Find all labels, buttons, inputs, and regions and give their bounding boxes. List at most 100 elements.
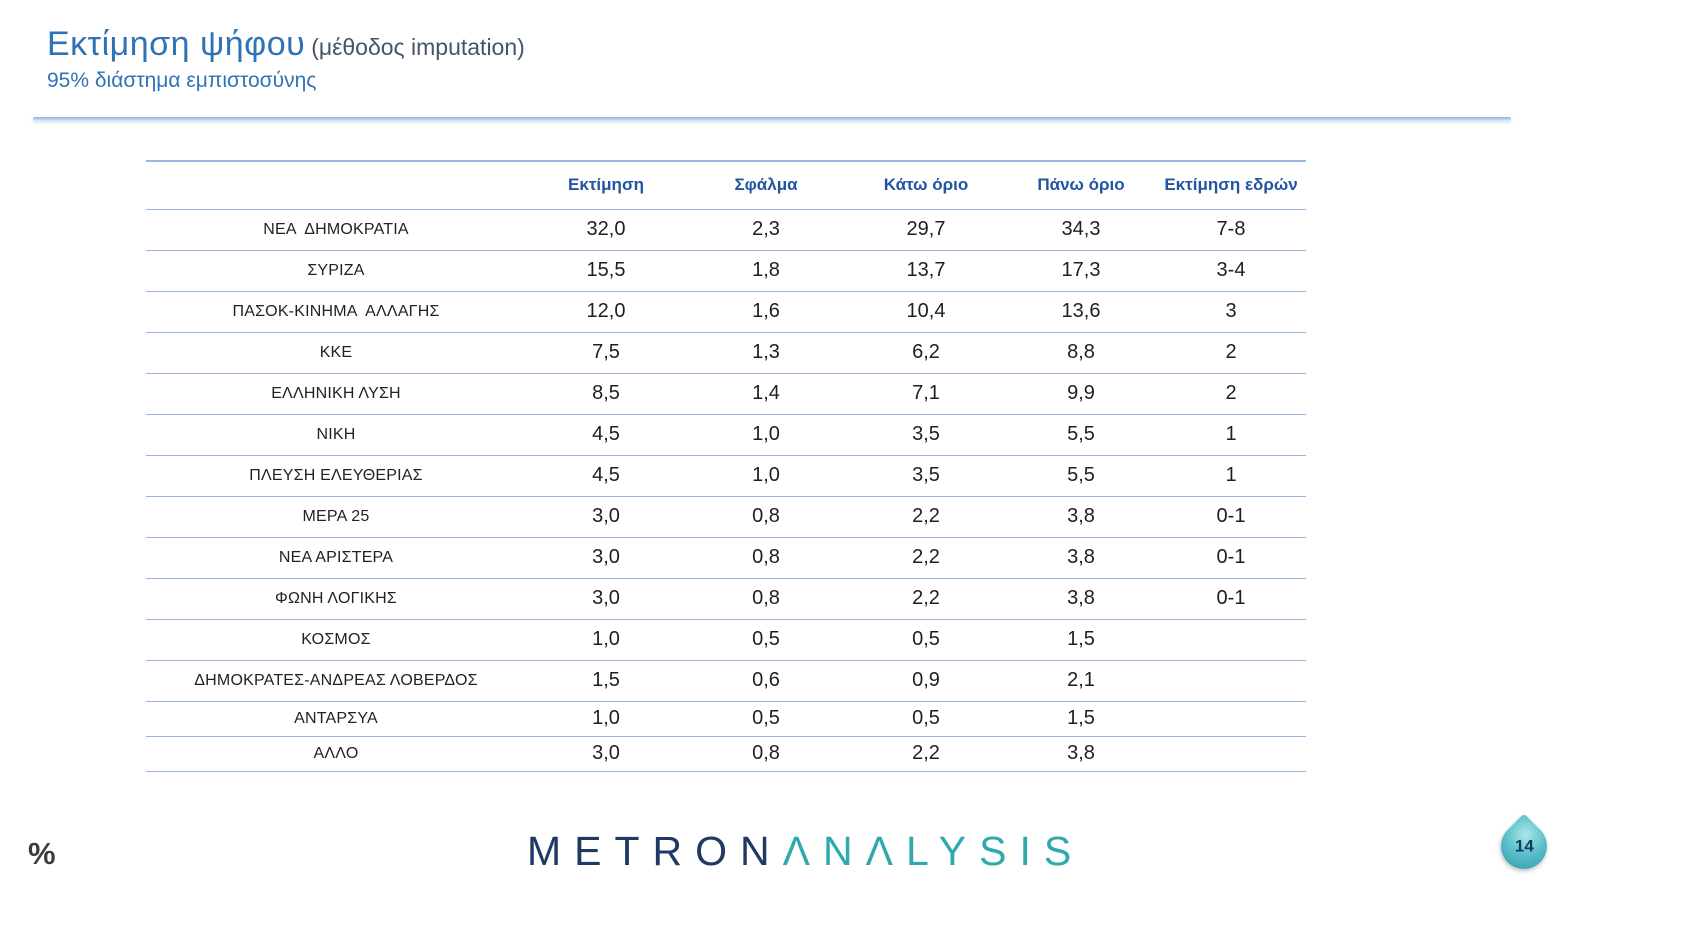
header-estimate: Εκτίμηση bbox=[526, 160, 686, 210]
value-cell: 1,0 bbox=[526, 701, 686, 737]
value-cell: 3,0 bbox=[526, 537, 686, 579]
value-cell: 12,0 bbox=[526, 291, 686, 333]
page-number: 14 bbox=[1514, 835, 1534, 855]
party-name: ΠΑΣΟΚ-ΚΙΝΗΜΑ ΑΛΛΑΓΗΣ bbox=[146, 291, 526, 333]
value-cell: 3,8 bbox=[1006, 736, 1156, 772]
value-cell: 7,5 bbox=[526, 332, 686, 374]
table-row: ΑΝΤΑΡΣΥΑ 1,0 0,5 0,5 1,5 bbox=[146, 701, 1306, 737]
party-name: ΚΟΣΜΟΣ bbox=[146, 619, 526, 661]
value-cell: 1 bbox=[1156, 414, 1306, 456]
party-name: ΜΕΡΑ 25 bbox=[146, 496, 526, 538]
value-cell: 1,3 bbox=[686, 332, 846, 374]
value-cell: 5,5 bbox=[1006, 414, 1156, 456]
party-name: ΦΩΝΗ ΛΟΓΙΚΗΣ bbox=[146, 578, 526, 620]
header-lower-bound: Κάτω όριο bbox=[846, 160, 1006, 210]
title-text: Εκτίμηση ψήφου bbox=[47, 25, 306, 63]
value-cell: 0,8 bbox=[686, 578, 846, 620]
value-cell: 0,6 bbox=[686, 660, 846, 702]
value-cell: 0-1 bbox=[1156, 578, 1306, 620]
value-cell: 0,8 bbox=[686, 496, 846, 538]
value-cell: 0,5 bbox=[686, 619, 846, 661]
party-name: ΑΛΛΟ bbox=[146, 736, 526, 772]
subtitle: 95% διάστημα εμπιστοσύνης bbox=[47, 69, 317, 93]
value-cell: 3,0 bbox=[526, 736, 686, 772]
table-row: ΝΕΑ ΔΗΜΟΚΡΑΤΙΑ 32,0 2,3 29,7 34,3 7-8 bbox=[146, 209, 1306, 251]
value-cell bbox=[1156, 660, 1306, 702]
value-cell: 4,5 bbox=[526, 414, 686, 456]
party-name: ΣΥΡΙΖΑ bbox=[146, 250, 526, 292]
value-cell: 2,2 bbox=[846, 578, 1006, 620]
value-cell: 13,7 bbox=[846, 250, 1006, 292]
table-row: ΚΚΕ 7,5 1,3 6,2 8,8 2 bbox=[146, 332, 1306, 374]
party-name: ΑΝΤΑΡΣΥΑ bbox=[146, 701, 526, 737]
slide-header: Εκτίμηση ψήφου (μέθοδος imputation) 95% δ… bbox=[47, 25, 525, 93]
metron-analysis-logo: METRONΛΝΛLYSIS bbox=[527, 828, 1084, 875]
value-cell: 3,5 bbox=[846, 414, 1006, 456]
header-party bbox=[146, 160, 526, 210]
value-cell: 29,7 bbox=[846, 209, 1006, 251]
value-cell: 1,6 bbox=[686, 291, 846, 333]
value-cell: 0,8 bbox=[686, 537, 846, 579]
table-row: ΚΟΣΜΟΣ 1,0 0,5 0,5 1,5 bbox=[146, 619, 1306, 661]
value-cell: 5,5 bbox=[1006, 455, 1156, 497]
divider-line bbox=[33, 117, 1511, 120]
value-cell: 15,5 bbox=[526, 250, 686, 292]
value-cell: 1,4 bbox=[686, 373, 846, 415]
value-cell: 2,3 bbox=[686, 209, 846, 251]
value-cell: 1 bbox=[1156, 455, 1306, 497]
value-cell: 2 bbox=[1156, 373, 1306, 415]
table-row: ΜΕΡΑ 25 3,0 0,8 2,2 3,8 0-1 bbox=[146, 496, 1306, 538]
value-cell: 0-1 bbox=[1156, 537, 1306, 579]
value-cell: 3,8 bbox=[1006, 578, 1156, 620]
party-name: ΔΗΜΟΚΡΑΤΕΣ-ΑΝΔΡΕΑΣ ΛΟΒΕΡΔΟΣ bbox=[146, 660, 526, 702]
title-method-note: (μέθοδος imputation) bbox=[311, 34, 525, 60]
value-cell: 2,2 bbox=[846, 496, 1006, 538]
value-cell: 2,1 bbox=[1006, 660, 1156, 702]
value-cell: 3,5 bbox=[846, 455, 1006, 497]
party-name: ΕΛΛΗΝΙΚΗ ΛΥΣΗ bbox=[146, 373, 526, 415]
header-seats-estimate: Εκτίμηση εδρών bbox=[1156, 160, 1306, 210]
value-cell: 3,8 bbox=[1006, 537, 1156, 579]
value-cell: 3,0 bbox=[526, 496, 686, 538]
value-cell: 2,2 bbox=[846, 736, 1006, 772]
value-cell: 7-8 bbox=[1156, 209, 1306, 251]
value-cell: 1,8 bbox=[686, 250, 846, 292]
percent-symbol: % bbox=[28, 836, 56, 871]
value-cell: 17,3 bbox=[1006, 250, 1156, 292]
header-upper-bound: Πάνω όριο bbox=[1006, 160, 1156, 210]
value-cell: 2 bbox=[1156, 332, 1306, 374]
party-name: ΝΕΑ ΔΗΜΟΚΡΑΤΙΑ bbox=[146, 209, 526, 251]
table-row: ΝΙΚΗ 4,5 1,0 3,5 5,5 1 bbox=[146, 414, 1306, 456]
value-cell: 0,5 bbox=[846, 619, 1006, 661]
table-row: ΦΩΝΗ ΛΟΓΙΚΗΣ 3,0 0,8 2,2 3,8 0-1 bbox=[146, 578, 1306, 620]
table-row: ΝΕΑ ΑΡΙΣΤΕΡΑ 3,0 0,8 2,2 3,8 0-1 bbox=[146, 537, 1306, 579]
value-cell: 8,8 bbox=[1006, 332, 1156, 374]
table-row: ΣΥΡΙΖΑ 15,5 1,8 13,7 17,3 3-4 bbox=[146, 250, 1306, 292]
page-number-badge: 14 bbox=[1491, 813, 1557, 879]
value-cell: 13,6 bbox=[1006, 291, 1156, 333]
value-cell: 1,0 bbox=[686, 455, 846, 497]
party-name: ΝΕΑ ΑΡΙΣΤΕΡΑ bbox=[146, 537, 526, 579]
table-header-row: Εκτίμηση Σφάλμα Κάτω όριο Πάνω όριο Εκτί… bbox=[146, 160, 1306, 210]
table-row: ΠΑΣΟΚ-ΚΙΝΗΜΑ ΑΛΛΑΓΗΣ 12,0 1,6 10,4 13,6 3 bbox=[146, 291, 1306, 333]
table-row: ΠΛΕΥΣΗ ΕΛΕΥΘΕΡΙΑΣ 4,5 1,0 3,5 5,5 1 bbox=[146, 455, 1306, 497]
results-table-container: Εκτίμηση Σφάλμα Κάτω όριο Πάνω όριο Εκτί… bbox=[146, 160, 1306, 772]
value-cell: 6,2 bbox=[846, 332, 1006, 374]
value-cell: 3,0 bbox=[526, 578, 686, 620]
value-cell: 0,9 bbox=[846, 660, 1006, 702]
page-title: Εκτίμηση ψήφου (μέθοδος imputation) bbox=[47, 25, 525, 63]
value-cell: 10,4 bbox=[846, 291, 1006, 333]
value-cell: 0,8 bbox=[686, 736, 846, 772]
party-name: ΠΛΕΥΣΗ ΕΛΕΥΘΕΡΙΑΣ bbox=[146, 455, 526, 497]
header-error: Σφάλμα bbox=[686, 160, 846, 210]
value-cell: 3-4 bbox=[1156, 250, 1306, 292]
value-cell: 0-1 bbox=[1156, 496, 1306, 538]
value-cell: 0,5 bbox=[686, 701, 846, 737]
value-cell: 1,5 bbox=[1006, 619, 1156, 661]
value-cell: 1,5 bbox=[526, 660, 686, 702]
logo-metron-text: METRON bbox=[527, 828, 783, 874]
value-cell: 2,2 bbox=[846, 537, 1006, 579]
logo-analysis-text: ΛΝΛLYSIS bbox=[782, 828, 1085, 874]
value-cell: 1,0 bbox=[526, 619, 686, 661]
